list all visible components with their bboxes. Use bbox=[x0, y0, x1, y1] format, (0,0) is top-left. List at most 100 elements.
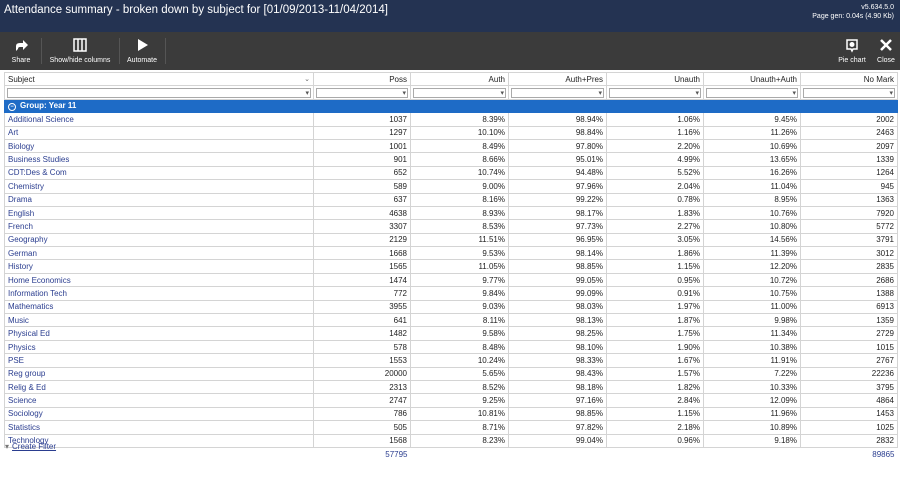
cell-subject[interactable]: German bbox=[4, 246, 314, 261]
close-button[interactable]: Close bbox=[873, 32, 899, 70]
table-row[interactable]: Additional Science 1037 8.39% 98.94% 1.06% 9.… bbox=[4, 112, 898, 127]
cell-unauth: 2.20% bbox=[606, 138, 704, 154]
filter-input[interactable]: ▾ bbox=[316, 87, 408, 98]
filter-input[interactable]: ▾ bbox=[413, 87, 506, 98]
header-auth[interactable]: Auth bbox=[410, 71, 509, 87]
table-row[interactable]: English 4638 8.93% 98.17% 1.83% 10.76% 7920 bbox=[4, 205, 898, 221]
filter-cell: ▾ bbox=[4, 85, 314, 100]
table-row[interactable]: Business Studies 901 8.66% 95.01% 4.99% 13.65… bbox=[4, 152, 898, 167]
filter-icon[interactable]: ▾ bbox=[889, 89, 893, 97]
pie-chart-button[interactable]: Pie chart bbox=[832, 32, 872, 70]
header-poss[interactable]: Poss bbox=[313, 71, 411, 87]
table-row[interactable]: Biology 1001 8.49% 97.80% 2.20% 10.69% 2097 bbox=[4, 138, 898, 154]
cell-unauth: 1.57% bbox=[606, 366, 704, 381]
table-row[interactable]: Music 641 8.11% 98.13% 1.87% 9.98% 1359 bbox=[4, 313, 898, 328]
cell-no-mark: 3795 bbox=[800, 379, 898, 395]
table-row[interactable]: Physics 578 8.48% 98.10% 1.90% 10.38% 1015 bbox=[4, 339, 898, 355]
cell-subject[interactable]: French bbox=[4, 219, 314, 234]
cell-subject[interactable]: Technology bbox=[4, 433, 314, 448]
table-row[interactable]: Technology 1568 8.23% 99.04% 0.96% 9.18% 2832 bbox=[4, 433, 898, 448]
cell-subject[interactable]: Mathematics bbox=[4, 299, 314, 315]
table-row[interactable]: German 1668 9.53% 98.14% 1.86% 11.39% 3012 bbox=[4, 246, 898, 261]
filter-icon[interactable]: ▾ bbox=[792, 89, 796, 97]
table-row[interactable]: Home Economics 1474 9.77% 99.05% 0.95% 10.72%… bbox=[4, 272, 898, 288]
cell-unauth-auth: 11.91% bbox=[703, 353, 801, 368]
share-button[interactable]: Share bbox=[2, 32, 40, 70]
filter-icon[interactable]: ▾ bbox=[695, 89, 699, 97]
cell-unauth: 2.84% bbox=[606, 393, 704, 408]
cell-poss: 1001 bbox=[313, 138, 411, 154]
cell-no-mark: 1359 bbox=[800, 313, 898, 328]
group-label: Group: Year 11 bbox=[20, 100, 77, 110]
cell-subject[interactable]: Physics bbox=[4, 339, 314, 355]
cell-subject[interactable]: Home Economics bbox=[4, 272, 314, 288]
filter-icon[interactable]: ▾ bbox=[598, 89, 602, 97]
filter-icon[interactable]: ▾ bbox=[500, 89, 504, 97]
header-unauth-auth[interactable]: Unauth+Auth bbox=[703, 71, 801, 87]
table-row[interactable]: PSE 1553 10.24% 98.33% 1.67% 11.91% 2767 bbox=[4, 353, 898, 368]
group-header[interactable]: − Group: Year 11 bbox=[4, 98, 898, 114]
filter-input[interactable]: ▾ bbox=[706, 87, 798, 98]
cell-subject[interactable]: Music bbox=[4, 313, 314, 328]
header-auth-pres[interactable]: Auth+Pres bbox=[508, 71, 607, 87]
cell-no-mark: 2832 bbox=[800, 433, 898, 448]
cell-poss: 2747 bbox=[313, 393, 411, 408]
table-row[interactable]: French 3307 8.53% 97.73% 2.27% 10.80% 5772 bbox=[4, 219, 898, 234]
cell-no-mark: 3791 bbox=[800, 232, 898, 248]
cell-subject[interactable]: Biology bbox=[4, 138, 314, 154]
cell-no-mark: 7920 bbox=[800, 205, 898, 221]
total-poss: 57795 bbox=[385, 450, 408, 460]
cell-subject[interactable]: Additional Science bbox=[4, 112, 314, 127]
cell-subject[interactable]: Drama bbox=[4, 192, 314, 207]
cell-subject[interactable]: Information Tech bbox=[4, 286, 314, 301]
table-row[interactable]: Relig & Ed 2313 8.52% 98.18% 1.82% 10.33% 3795 bbox=[4, 379, 898, 395]
filter-input[interactable]: ▾ bbox=[803, 87, 895, 98]
cell-subject[interactable]: History bbox=[4, 259, 314, 274]
table-row[interactable]: History 1565 11.05% 98.85% 1.15% 12.20% 2835 bbox=[4, 259, 898, 274]
show-hide-columns-button[interactable]: Show/hide columns bbox=[43, 32, 117, 70]
table-row[interactable]: Reg group 20000 5.65% 98.43% 1.57% 7.22% 22236 bbox=[4, 366, 898, 381]
cell-subject[interactable]: Chemistry bbox=[4, 179, 314, 194]
table-row[interactable]: Physical Ed 1482 9.58% 98.25% 1.75% 11.34% 272… bbox=[4, 326, 898, 341]
header-unauth[interactable]: Unauth bbox=[606, 71, 704, 87]
cell-subject[interactable]: Statistics bbox=[4, 420, 314, 435]
filter-input[interactable]: ▾ bbox=[609, 87, 701, 98]
cell-unauth: 0.95% bbox=[606, 272, 704, 288]
cell-subject[interactable]: Science bbox=[4, 393, 314, 408]
table-row[interactable]: Statistics 505 8.71% 97.82% 2.18% 10.89% 1025 bbox=[4, 420, 898, 435]
filter-input[interactable]: ▾ bbox=[7, 87, 311, 98]
automate-button[interactable]: Automate bbox=[121, 32, 163, 70]
cell-subject[interactable]: Art bbox=[4, 125, 314, 140]
cell-subject[interactable]: Business Studies bbox=[4, 152, 314, 167]
table-row[interactable]: CDT:Des & Com 652 10.74% 94.48% 5.52% 16.26% 1… bbox=[4, 165, 898, 181]
cell-subject[interactable]: CDT:Des & Com bbox=[4, 165, 314, 181]
group-row[interactable]: − Group: Year 11 bbox=[4, 98, 898, 114]
table-row[interactable]: Information Tech 772 9.84% 99.09% 0.91% 10.75… bbox=[4, 286, 898, 301]
cell-unauth-auth: 10.72% bbox=[703, 272, 801, 288]
cell-subject[interactable]: Physical Ed bbox=[4, 326, 314, 341]
cell-subject[interactable]: Reg group bbox=[4, 366, 314, 381]
cell-subject[interactable]: Relig & Ed bbox=[4, 379, 314, 395]
collapse-icon[interactable]: − bbox=[8, 102, 16, 111]
cell-auth: 11.51% bbox=[410, 232, 509, 248]
header-no-mark[interactable]: No Mark bbox=[800, 71, 898, 87]
table-row[interactable]: Mathematics 3955 9.03% 98.03% 1.97% 11.00% 691… bbox=[4, 299, 898, 315]
header-subject[interactable]: ⌄ Subject bbox=[4, 71, 314, 87]
sort-icon[interactable]: ⌄ bbox=[304, 75, 310, 83]
table-row[interactable]: Sociology 786 10.81% 98.85% 1.15% 11.96% 1453 bbox=[4, 406, 898, 422]
cell-unauth: 1.87% bbox=[606, 313, 704, 328]
cell-subject[interactable]: Geography bbox=[4, 232, 314, 248]
create-filter-link[interactable]: Create Filter bbox=[12, 442, 57, 451]
table-row[interactable]: Drama 637 8.16% 99.22% 0.78% 8.95% 1363 bbox=[4, 192, 898, 207]
filter-icon[interactable]: ▾ bbox=[305, 89, 309, 97]
table-row[interactable]: Geography 2129 11.51% 96.95% 3.05% 14.56% 3791 bbox=[4, 232, 898, 248]
cell-subject[interactable]: English bbox=[4, 205, 314, 221]
filter-input[interactable]: ▾ bbox=[511, 87, 604, 98]
table-row[interactable]: Art 1297 10.10% 98.84% 1.16% 11.26% 2463 bbox=[4, 125, 898, 140]
cell-subject[interactable]: Sociology bbox=[4, 406, 314, 422]
cell-subject[interactable]: PSE bbox=[4, 353, 314, 368]
table-row[interactable]: Science 2747 9.25% 97.16% 2.84% 12.09% 4864 bbox=[4, 393, 898, 408]
filter-icon[interactable]: ▾ bbox=[402, 89, 406, 97]
cell-no-mark: 945 bbox=[800, 179, 898, 194]
table-row[interactable]: Chemistry 589 9.00% 97.96% 2.04% 11.04% 945 bbox=[4, 179, 898, 194]
